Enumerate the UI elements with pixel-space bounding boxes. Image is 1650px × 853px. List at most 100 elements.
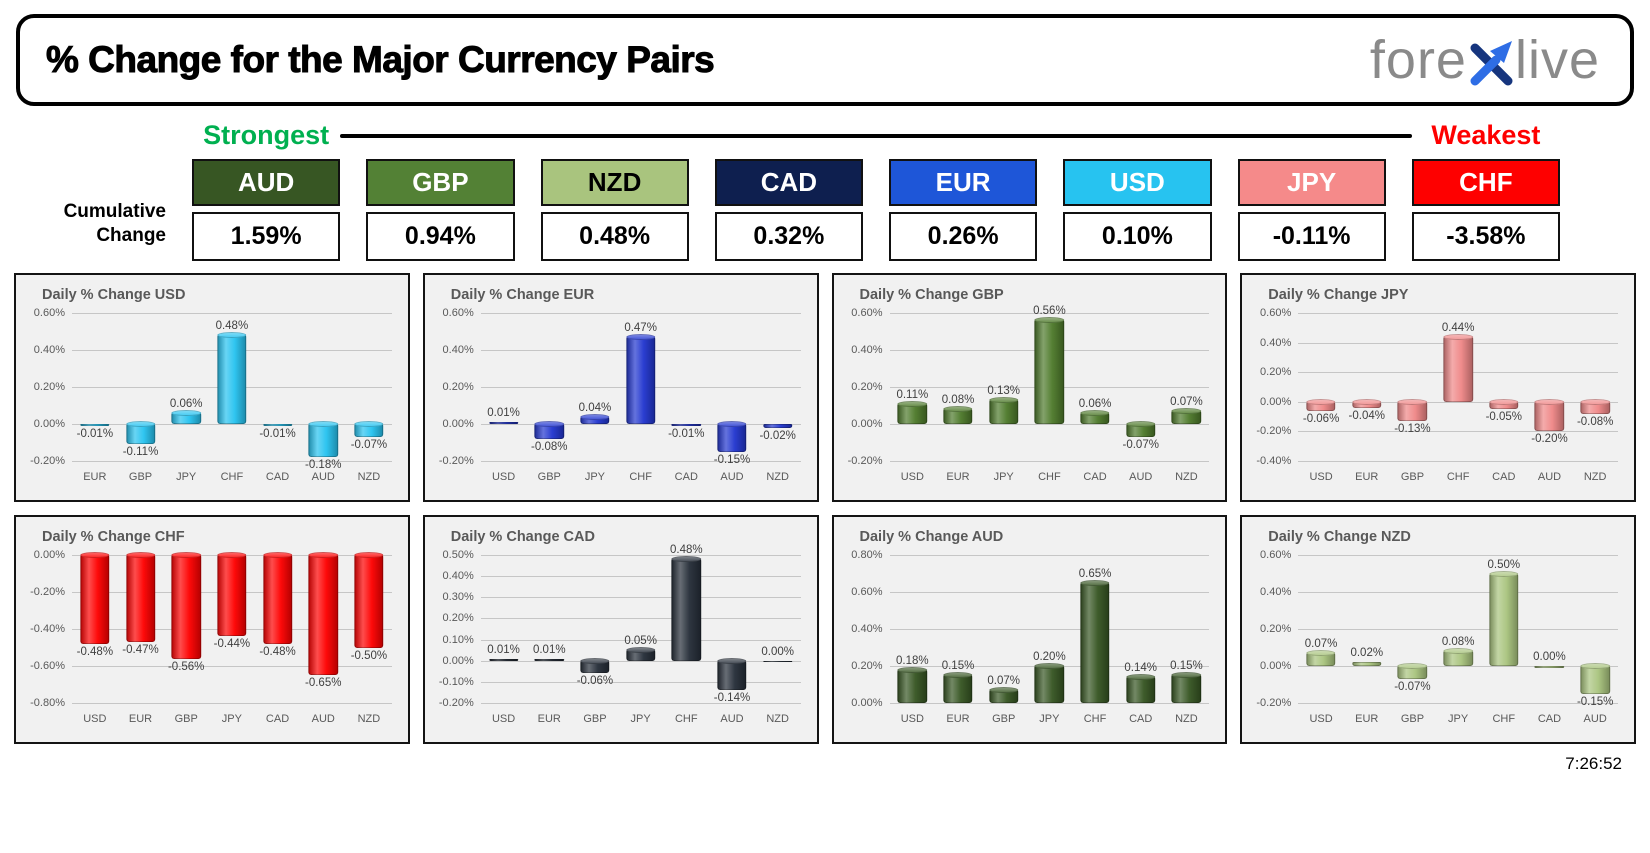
bar-cap [262,552,293,558]
x-axis-label: EUR [128,713,153,725]
y-axis-tick: 0.00% [33,418,65,430]
y-axis: 0.80% 0.60% 0.40% 0.20% 0.00% [840,549,890,709]
currency-cards: AUD 1.59% GBP 0.94% NZD 0.48% CAD 0.32% EUR 0.26%… [192,159,1560,261]
gridline [889,703,1210,704]
bar-cap [625,647,656,654]
bar-aud-chf [1080,579,1110,703]
bar-cap [125,552,156,558]
gridline [889,629,1210,630]
bar-cap [1034,663,1065,669]
bar-value-label: -0.56% [167,660,205,673]
y-axis-tick: 0.20% [442,381,474,393]
x-axis-label: AUD [1537,471,1562,483]
gridline [1298,592,1618,593]
cumulative-row: Cumulative Change AUD 1.59% GBP 0.94% NZD 0.4… [0,157,1650,261]
bar-cap [217,332,247,339]
bar-cap [625,334,656,341]
bar-cap [671,556,701,563]
bar-cap [1080,409,1110,416]
bar-cap [171,409,201,416]
bar-gbp-jpy [988,396,1019,424]
currency-card-aud: AUD 1.59% [192,159,341,261]
bar-cad-nzd [762,660,793,663]
gridline [72,313,392,314]
plot-wrap: 0.60% 0.40% 0.20% 0.00% -0.20% 0.11% USD 0.08% E… [840,305,1216,483]
bar-value-label: -0.20% [1531,433,1568,446]
chart-panel-eur: Daily % Change EUR 0.60% 0.40% 0.20% 0.00% -0… [422,273,819,502]
bar-usd-cad [262,424,293,426]
bar-cap [1126,421,1156,427]
bar-cap [1534,398,1565,405]
y-axis-tick: 0.00% [851,418,883,430]
y-axis-tick: 0.10% [442,633,474,646]
gridline [72,424,392,425]
x-axis-label: JPY [221,713,242,725]
x-axis-label: CHF [1492,713,1516,725]
bar-cap [125,421,156,427]
y-axis: 0.00% -0.20% -0.40% -0.60% -0.80% [22,549,72,709]
x-axis-label: CHF [1038,471,1061,483]
forexlive-logo: fore live [1370,33,1600,87]
scale-inner: Strongest Weakest [192,120,1560,151]
gridline [1298,666,1618,667]
y-axis: 0.60% 0.40% 0.20% 0.00% -0.20% [431,307,481,467]
y-axis-tick: 0.00% [442,418,474,430]
bar-value-label: -0.04% [1348,409,1385,422]
bar-value-label: 0.48% [215,320,249,333]
y-axis-tick: 0.20% [851,660,883,672]
bar-jpy-cad [1489,398,1519,410]
bar-eur-cad [671,424,701,426]
chart-title-gbp: Daily % Change GBP [859,287,1004,303]
weakest-label: Weakest [1431,120,1541,150]
gridline [889,555,1210,556]
x-axis-label: EUR [946,471,970,483]
x-axis-label: AUD [720,713,744,725]
x-axis-label: USD [900,713,924,725]
bar-nzd-cad [1534,666,1565,668]
chart-title-nzd: Daily % Change NZD [1268,529,1411,545]
y-axis: 0.60% 0.40% 0.20% 0.00% -0.20% [840,307,890,467]
gridline [480,703,801,704]
currency-card-cad: CAD 0.32% [714,159,863,261]
bar-value-label: 0.07% [1170,396,1203,409]
forexlive-currency-dashboard: % Change for the Major Currency Pairs fo… [0,14,1650,774]
plot-wrap: 0.60% 0.40% 0.20% 0.00% -0.20% -0.01% EUR -0.11… [22,307,398,483]
chart-panel-jpy: Daily % Change JPY 0.60% 0.40% 0.20% 0.00% -0… [1240,273,1636,502]
x-axis-label: CHF [674,713,698,725]
y-axis-tick: -0.20% [30,586,65,598]
x-axis-label: EUR [537,713,561,725]
cumulative-label-line1: Cumulative [63,200,166,222]
header: % Change for the Major Currency Pairs fo… [16,14,1634,106]
y-axis-tick: 0.60% [442,307,474,319]
bar-value-label: 0.02% [1350,647,1384,660]
bar-cap [354,421,384,427]
bar-gbp-eur [943,406,973,424]
x-axis-label: GBP [583,713,607,725]
bar-aud-eur [943,672,973,703]
cumulative-value-jpy: -0.11% [1237,212,1386,261]
gridline [72,703,392,704]
y-axis-tick: 0.80% [851,549,883,561]
bar-value-label: 0.50% [1487,558,1521,571]
y-axis-tick: 0.20% [1260,623,1292,635]
chart-panel-gbp: Daily % Change GBP 0.60% 0.40% 0.20% 0.00% -0… [831,273,1228,502]
plot-area: -0.06% USD -0.04% EUR -0.13% GBP 0.44% CHF -0.05… [1298,313,1618,483]
currency-card-jpy: JPY -0.11% [1237,159,1386,261]
plot-wrap: 0.60% 0.40% 0.20% 0.00% -0.20% 0.07% USD 0.02% E… [1248,549,1624,725]
bar-value-label: -0.18% [305,459,342,472]
bar-value-label: 0.05% [624,635,657,648]
y-axis-tick: 0.20% [33,381,65,393]
currency-code-gbp: GBP [366,159,515,206]
y-axis-tick: 0.40% [442,344,474,356]
x-axis-label: EUR [83,471,107,483]
cumulative-value-eur: 0.26% [889,212,1038,261]
x-axis-label: CAD [674,471,698,483]
gridline [480,576,801,578]
y-axis-tick: 0.40% [851,623,883,635]
y-axis-tick: 0.00% [851,697,883,709]
bar-value-label: -0.11% [122,446,159,459]
currency-card-gbp: GBP 0.94% [366,159,515,261]
logo-text-left: fore [1369,30,1467,90]
plot-wrap: 0.60% 0.40% 0.20% 0.00% -0.20% -0.40% -0.06% US… [1248,307,1624,483]
bar-value-label: 0.06% [169,397,203,410]
